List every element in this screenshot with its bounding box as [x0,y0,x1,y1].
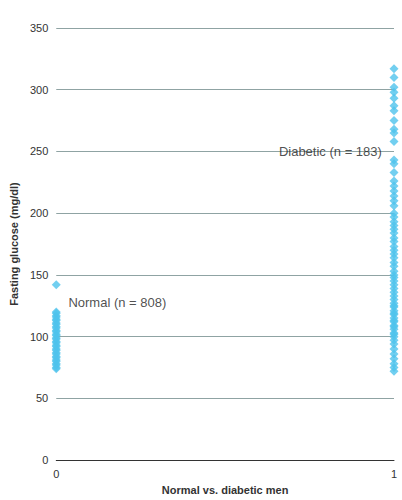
svg-text:Diabetic (n = 183): Diabetic (n = 183) [279,144,382,159]
svg-text:300: 300 [30,84,48,96]
svg-text:250: 250 [30,145,48,157]
svg-text:0: 0 [53,468,59,480]
svg-text:0: 0 [42,454,48,466]
svg-text:350: 350 [30,22,48,34]
svg-text:Normal (n = 808): Normal (n = 808) [68,295,166,310]
svg-text:100: 100 [30,331,48,343]
svg-text:Normal vs. diabetic men: Normal vs. diabetic men [162,484,289,496]
svg-text:150: 150 [30,269,48,281]
svg-text:200: 200 [30,207,48,219]
svg-text:1: 1 [391,468,397,480]
svg-text:Fasting glucose (mg/dl): Fasting glucose (mg/dl) [8,182,20,306]
svg-text:50: 50 [36,392,48,404]
